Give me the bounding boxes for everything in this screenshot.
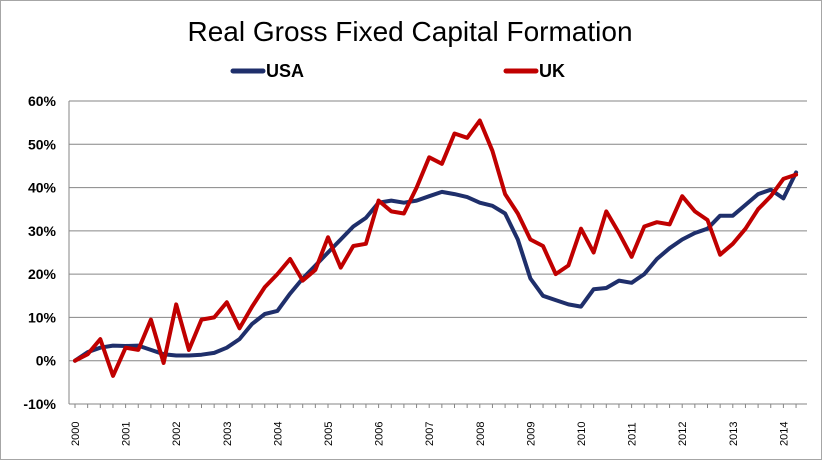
y-axis-labels: 60% 50% 40% 30% 20% 10% 0% -10% — [23, 93, 56, 412]
series-line-usa — [73, 170, 799, 363]
x-tick-label: 2009 — [525, 422, 537, 446]
x-tick-label: 2013 — [728, 422, 740, 446]
x-tick-label: 2012 — [677, 422, 689, 446]
x-tick-label: 2014 — [778, 422, 790, 446]
legend-label-uk: UK — [539, 61, 565, 81]
series-line-uk — [73, 118, 799, 378]
x-tick-label: 2008 — [475, 422, 487, 446]
x-tick-label: 2002 — [171, 422, 183, 446]
x-axis: 2000 2001 2002 2003 2004 2005 2006 2007 2008 2009… — [70, 404, 797, 446]
y-tick-label: 0% — [36, 353, 57, 369]
x-tick-label: 2004 — [272, 422, 284, 446]
y-tick-label: 20% — [28, 266, 57, 282]
y-tick-label: -10% — [23, 396, 56, 412]
legend-label-usa: USA — [266, 61, 304, 81]
y-tick-label: 30% — [28, 223, 57, 239]
x-tick-label: 2000 — [70, 422, 82, 446]
gridlines — [68, 100, 807, 405]
y-tick-label: 10% — [28, 309, 57, 325]
x-tick-label: 2010 — [576, 422, 588, 446]
series-lines — [73, 118, 799, 378]
x-tick-label: 2007 — [424, 422, 436, 446]
y-tick-label: 60% — [28, 93, 57, 109]
legend: USA UK — [230, 61, 565, 81]
x-tick-label: 2011 — [627, 422, 639, 446]
y-tick-label: 50% — [28, 136, 57, 152]
x-tick-label: 2006 — [374, 422, 386, 446]
chart-title: Real Gross Fixed Capital Formation — [187, 16, 632, 47]
x-tick-label: 2005 — [323, 422, 335, 446]
x-tick-label: 2001 — [121, 422, 133, 446]
y-tick-label: 40% — [28, 180, 57, 196]
x-tick-label: 2003 — [222, 422, 234, 446]
